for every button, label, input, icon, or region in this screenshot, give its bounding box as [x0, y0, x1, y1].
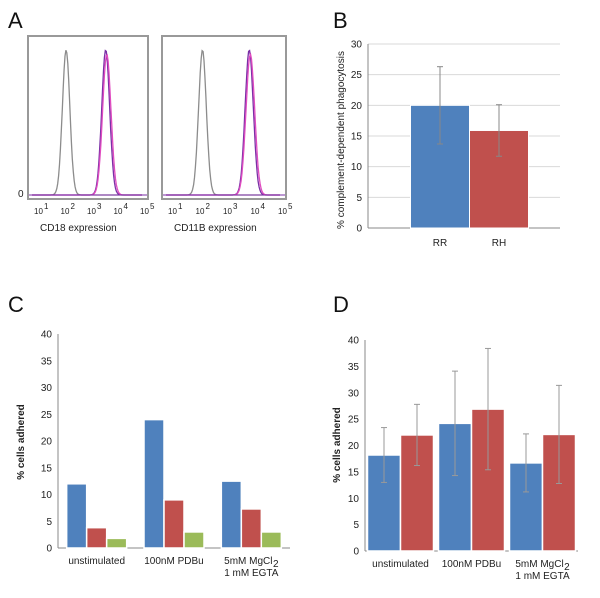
flow-tick-exponent: 2 [206, 202, 211, 211]
y-tick-label: 35 [41, 356, 53, 367]
x-tick-label: 100nM PDBu [144, 556, 203, 567]
flow-y-zero-label: 0 [18, 189, 24, 200]
panel-b-ylabel: % complement-dependent phagocytosis [336, 51, 347, 229]
x-tick-label: unstimulated [68, 556, 125, 567]
y-tick-label: 30 [348, 388, 360, 399]
panel-c-bar-chart: % cells adhered 0 5 10 15 20 25 30 35 40 unstimul… [16, 330, 290, 579]
bar [240, 508, 263, 549]
flow-frame-cd18 [27, 35, 149, 200]
flow-trace [32, 49, 142, 196]
x-tick-subscript: 2 [273, 559, 279, 570]
panel-label-a: A [8, 8, 23, 33]
flow-traces-cd11b [163, 49, 285, 196]
flow-tick-exponent: 5 [288, 202, 293, 211]
flow-tick-exponent: 3 [233, 202, 238, 211]
flow-tick-base: 10 [196, 207, 205, 216]
y-tick-label: 30 [351, 40, 363, 51]
y-tick-label: 25 [348, 415, 360, 426]
flow-tick-exponent: 2 [71, 202, 76, 211]
y-tick-label: 10 [348, 494, 360, 505]
bar [183, 531, 205, 549]
y-tick-label: 25 [351, 70, 363, 81]
bar [470, 408, 506, 552]
flow-traces-cd18 [29, 49, 147, 196]
x-tick-label: RH [492, 238, 506, 249]
flow-tick-base: 10 [251, 207, 260, 216]
bar [65, 483, 88, 549]
y-tick-label: 20 [351, 101, 363, 112]
panel-a-flow-histograms: 0 CD18 expression CD11B expression 10110… [18, 35, 293, 234]
y-tick-label: 40 [41, 330, 53, 341]
flow-trace [166, 49, 280, 196]
bar [85, 526, 108, 549]
y-tick-label: 15 [351, 132, 363, 143]
bar [163, 499, 185, 549]
panel-label-d: D [333, 292, 349, 317]
y-tick-label: 10 [41, 490, 53, 501]
flow-tick-base: 10 [278, 207, 287, 216]
x-tick-label: 1 mM EGTA [224, 568, 279, 579]
flow-tick-base: 10 [61, 207, 70, 216]
bar [260, 531, 283, 549]
flow-tick-exponent: 1 [44, 202, 49, 211]
x-tick-label: 5mM MgCl [515, 559, 563, 570]
flow-xlabel-cd11b: CD11B expression [174, 223, 257, 234]
y-tick-label: 20 [41, 437, 53, 448]
flow-trace [32, 49, 142, 196]
panel-d-ylabel: % cells adhered [332, 407, 343, 483]
bar [143, 418, 165, 549]
y-tick-label: 0 [356, 224, 362, 235]
flow-xlabel-cd18: CD18 expression [40, 223, 117, 234]
flow-tick-exponent: 5 [150, 202, 155, 211]
flow-trace [166, 52, 280, 196]
y-tick-label: 15 [41, 463, 53, 474]
flow-tick-base: 10 [87, 207, 96, 216]
x-tick-label: unstimulated [372, 559, 429, 570]
y-tick-label: 10 [351, 162, 363, 173]
flow-tick-base: 10 [140, 207, 149, 216]
panel-c-plot-area: 0 5 10 15 20 25 30 35 40 unstimulated 100nM PDBu 5m… [41, 330, 290, 579]
panel-d-plot-area: 0 5 10 15 20 25 30 35 40 unstimulated 100nM PDBu 5m… [348, 336, 578, 582]
flow-tick-exponent: 4 [261, 202, 266, 211]
y-tick-label: 40 [348, 336, 360, 347]
y-tick-label: 35 [348, 362, 360, 373]
flow-trace [32, 53, 142, 196]
panel-b-plot-area: 0 5 10 15 20 25 30 RR RH [351, 40, 560, 249]
flow-tick-exponent: 3 [97, 202, 102, 211]
y-tick-label: 0 [353, 547, 359, 558]
y-tick-label: 20 [348, 441, 360, 452]
flow-tick-base: 10 [168, 207, 177, 216]
bar [105, 537, 128, 549]
x-tick-label: RR [433, 238, 447, 249]
y-tick-label: 15 [348, 467, 360, 478]
y-tick-label: 30 [41, 383, 53, 394]
flow-trace [166, 49, 280, 196]
x-tick-label: 100nM PDBu [442, 559, 501, 570]
y-tick-label: 0 [46, 544, 52, 555]
y-tick-label: 5 [353, 520, 359, 531]
y-tick-label: 5 [46, 517, 52, 528]
flow-tick-base: 10 [34, 207, 43, 216]
flow-tick-base: 10 [223, 207, 232, 216]
x-tick-label: 1 mM EGTA [515, 571, 570, 582]
y-tick-label: 25 [41, 410, 53, 421]
bar [399, 434, 435, 552]
panel-c-ylabel: % cells adhered [16, 404, 27, 480]
bar [220, 480, 243, 549]
flow-tick-base: 10 [114, 207, 123, 216]
panel-b-bar-chart: % complement-dependent phagocytosis 0 5 10… [336, 40, 560, 249]
flow-frame-cd11b [161, 35, 287, 200]
x-tick-subscript: 2 [564, 562, 570, 573]
x-tick-label: 5mM MgCl [224, 556, 272, 567]
panel-d-bar-chart: % cells adhered 0 5 10 15 20 25 30 35 40 unstimul… [332, 336, 578, 582]
panel-label-c: C [8, 292, 24, 317]
flow-tick-exponent: 4 [124, 202, 129, 211]
y-tick-label: 5 [356, 193, 362, 204]
flow-tick-exponent: 1 [178, 202, 183, 211]
panel-label-b: B [333, 8, 348, 33]
